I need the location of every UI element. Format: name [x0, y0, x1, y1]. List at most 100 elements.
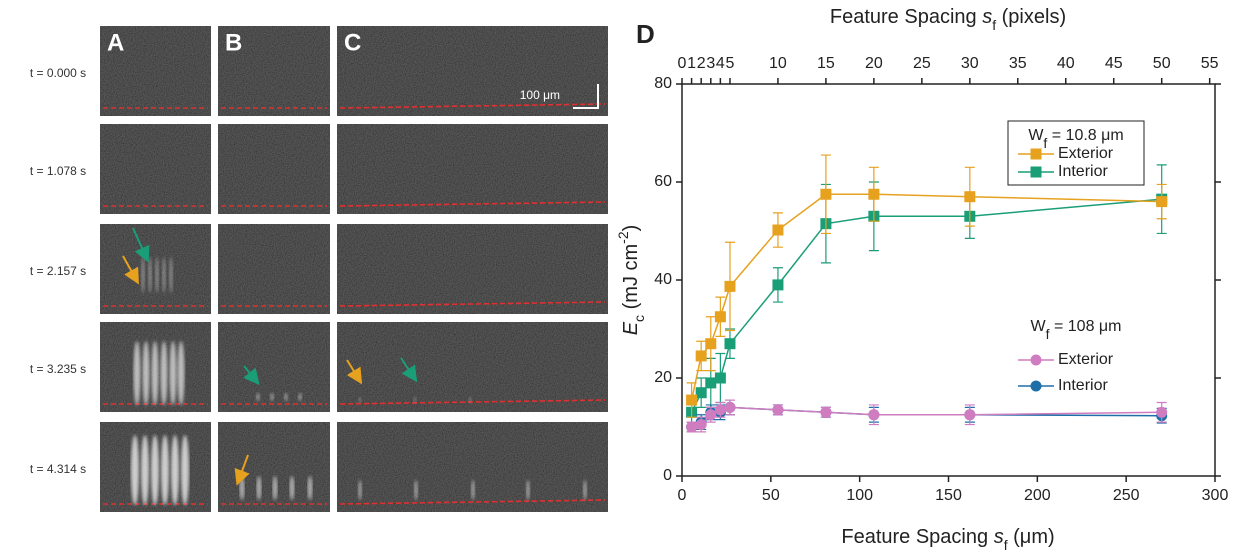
x2-tick-label: 20 — [865, 55, 883, 72]
reference-line — [339, 301, 606, 307]
legend-title: Wf = 108 μm — [1031, 318, 1122, 341]
image-noise — [100, 26, 211, 116]
streak — [155, 257, 159, 293]
arrow — [132, 227, 150, 263]
legend-marker — [1030, 148, 1042, 160]
image-noise — [337, 322, 608, 412]
streak — [161, 435, 169, 505]
streak — [169, 257, 173, 293]
x2-tick-label: 5 — [726, 55, 735, 72]
marker — [686, 421, 698, 433]
streak — [160, 341, 168, 405]
y-tick-label: 20 — [654, 369, 672, 386]
x-tick-label: 300 — [1202, 487, 1229, 504]
marker — [686, 394, 698, 406]
marker — [695, 419, 707, 431]
marker — [868, 188, 880, 200]
series-line — [690, 193, 1162, 401]
x2-tick-label: 30 — [961, 55, 979, 72]
marker — [705, 409, 717, 421]
x2-axis-title: Feature Spacing sf (pixels) — [830, 6, 1066, 32]
series-line — [691, 406, 1162, 428]
x2-axis-title-part: Feature Spacing — [830, 6, 982, 28]
time-label: t = 2.157 s — [30, 264, 86, 278]
arrow — [346, 359, 363, 385]
streak — [289, 476, 295, 500]
y-axis-title: Ec (mJ cm-2) — [615, 225, 647, 336]
streak — [468, 397, 472, 403]
image-noise — [218, 224, 330, 314]
reference-line — [339, 399, 606, 405]
x-tick-label: 200 — [1024, 487, 1051, 504]
legend-label: Interior — [1058, 377, 1108, 394]
marker — [714, 372, 726, 384]
x-tick-label: 250 — [1113, 487, 1140, 504]
arrow — [234, 454, 250, 486]
marker — [724, 401, 736, 413]
image-noise — [218, 322, 330, 412]
reference-line — [339, 499, 606, 505]
streak — [284, 393, 288, 401]
marker — [724, 280, 736, 292]
series-line — [691, 406, 1162, 428]
streak — [142, 341, 150, 405]
scale-bar — [573, 84, 599, 109]
legend-label: Exterior — [1058, 351, 1114, 368]
image-noise — [218, 26, 330, 116]
image-noise — [100, 124, 211, 214]
marker — [772, 224, 784, 236]
x2-tick-label: 55 — [1201, 55, 1219, 72]
legend-marker — [1030, 354, 1042, 366]
panel-label: C — [344, 29, 361, 56]
x2-tick-label: 4 — [716, 55, 725, 72]
reference-line — [339, 201, 606, 207]
streak — [151, 341, 159, 405]
legend-label: Exterior — [1058, 145, 1114, 162]
x-axis-title-part: Feature Spacing — [841, 526, 993, 548]
x2-tick-label: 3 — [706, 55, 715, 72]
marker — [1156, 406, 1168, 418]
x2-tick-label: 2 — [697, 55, 706, 72]
marker — [705, 338, 717, 350]
streak — [177, 341, 185, 405]
streak — [239, 476, 245, 500]
marker — [1156, 196, 1168, 208]
panel-label: B — [225, 29, 242, 56]
x-tick-label: 50 — [762, 487, 780, 504]
streak — [162, 257, 166, 293]
reference-line — [339, 103, 606, 109]
time-label: t = 4.314 s — [30, 462, 86, 476]
scale-bar-label: 100 μm — [520, 88, 560, 102]
x-tick-label: 0 — [678, 487, 687, 504]
marker — [772, 279, 784, 291]
marker — [714, 404, 726, 416]
x2-tick-label: 45 — [1105, 55, 1123, 72]
legend-title-part: = 10.8 μm — [1047, 127, 1123, 144]
streak — [413, 397, 417, 403]
marker — [820, 406, 832, 418]
image-noise — [337, 26, 608, 116]
x2-tick-label: 15 — [817, 55, 835, 72]
marker — [820, 188, 832, 200]
time-label: t = 3.235 s — [30, 362, 86, 376]
arrow — [400, 357, 418, 383]
time-label: t = 0.000 s — [30, 66, 86, 80]
panel-label: A — [107, 29, 124, 56]
streak — [526, 480, 530, 500]
streak — [151, 435, 159, 505]
y-tick-label: 0 — [663, 467, 672, 484]
image-noise — [218, 124, 330, 214]
x2-tick-label: 40 — [1057, 55, 1075, 72]
streak — [148, 257, 152, 293]
streak — [414, 480, 418, 500]
x2-tick-label: 0 — [678, 55, 687, 72]
legend-title-part: W — [1031, 318, 1047, 335]
y-axis-title-part: (mJ cm — [620, 244, 642, 315]
x-tick-label: 150 — [935, 487, 962, 504]
marker — [695, 387, 707, 399]
streak — [256, 476, 262, 500]
y-axis-title-part: -2 — [615, 231, 631, 244]
streak — [358, 480, 362, 500]
